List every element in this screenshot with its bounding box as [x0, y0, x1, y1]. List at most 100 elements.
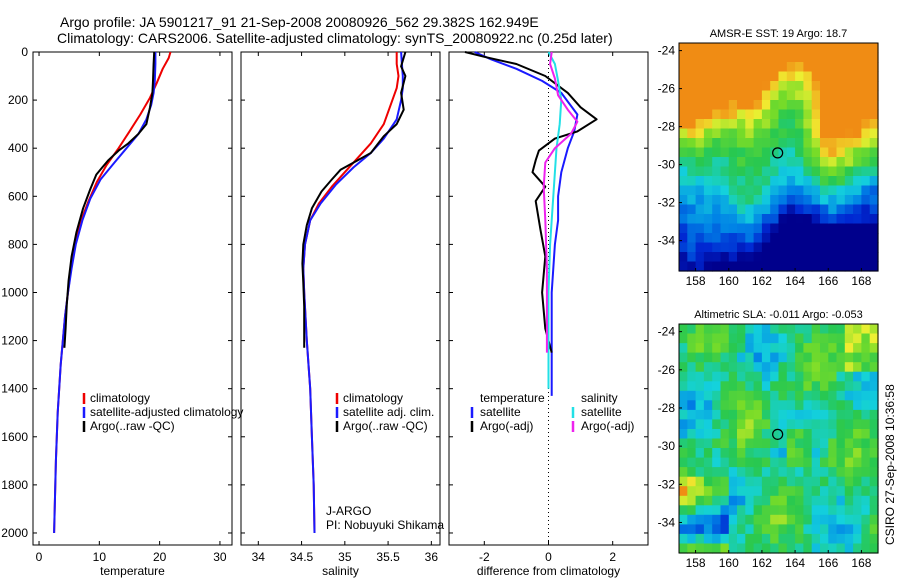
sla-map-cell [828, 333, 838, 344]
sst-map-cell [770, 128, 780, 139]
sla-map-cell [869, 524, 879, 535]
sla-map-cell [869, 409, 879, 420]
sst-map-cell [811, 128, 821, 139]
sla-map-cell [703, 390, 713, 401]
sst-map-cell [737, 138, 746, 149]
sla-map-cell [844, 533, 854, 544]
sst-map-cell [712, 185, 722, 196]
sst-map-cell [828, 119, 838, 130]
sst-map-cell [770, 185, 780, 196]
sst-map-cell [869, 176, 879, 187]
sst-map-cell [803, 261, 813, 272]
sst-map-cell [786, 252, 796, 263]
sst-map-cell [745, 62, 755, 73]
sst-map-cell [745, 128, 755, 139]
sla-map-cell [728, 486, 738, 497]
sst-map-cell [795, 119, 804, 130]
sst-map-cell [803, 185, 813, 196]
sla-map-cell [811, 352, 821, 363]
sst-map-cell [687, 195, 697, 206]
sst-map-ytick-label: -32 [658, 196, 676, 210]
sst-map-cell [761, 204, 771, 215]
sst-map-cell [770, 90, 780, 101]
sla-map-cell [703, 457, 713, 468]
sst-map-cell [761, 223, 771, 234]
sst-map-cell [720, 252, 730, 263]
sla-map-cell [761, 524, 771, 535]
sst-map-cell [720, 233, 730, 244]
sst-map-cell [820, 43, 829, 54]
sst-map-cell [703, 71, 713, 82]
sst-map-cell [828, 138, 838, 149]
sst-map-cell [861, 90, 871, 101]
sst-map-cell [753, 223, 763, 234]
sla-map-cell [861, 524, 871, 535]
sst-map-cell [737, 214, 746, 225]
sla-map-cell [853, 409, 862, 420]
sst-map-cell [803, 176, 813, 187]
sst-map-cell [836, 261, 846, 272]
sla-map-cell [836, 429, 846, 440]
depth-tick-label: 800 [8, 237, 28, 251]
sla-map-cell [695, 352, 705, 363]
sst-map-cell [786, 204, 796, 215]
sst-map-cell [820, 128, 829, 139]
sst-map-cell [803, 204, 813, 215]
sla-map-cell [778, 543, 788, 554]
sst-map-cell [778, 233, 788, 244]
sla-map-cell [795, 390, 804, 401]
sla-map-cell [836, 419, 846, 430]
salinity-xlabel: salinity [322, 564, 359, 578]
sst-map-cell [679, 157, 688, 168]
sst-map-cell [679, 233, 688, 244]
sst-map-cell [853, 52, 862, 63]
sla-map-cell [828, 324, 838, 335]
sla-map-cell [745, 533, 755, 544]
sst-map-cell [869, 223, 879, 234]
sla-map-cell [687, 495, 697, 506]
sla-map-cell [828, 476, 838, 487]
sla-map-cell [811, 324, 821, 335]
sla-map-cell [720, 352, 730, 363]
sla-map-cell [811, 486, 821, 497]
sst-map-cell [728, 147, 738, 158]
sst-map-cell [786, 62, 796, 73]
sla-map-cell [836, 381, 846, 392]
sla-map-cell [728, 324, 738, 335]
sla-map-cell [761, 448, 771, 459]
sla-map-cell [820, 381, 829, 392]
sst-map-cell [761, 81, 771, 92]
sla-map-cell [728, 505, 738, 516]
sst-map-cell [761, 52, 771, 63]
sst-map-cell [844, 90, 854, 101]
sst-map-cell [761, 195, 771, 206]
sst-map-cell [737, 185, 746, 196]
sst-map-cell [761, 128, 771, 139]
sst-map-cell [695, 90, 705, 101]
sla-map-cell [753, 429, 763, 440]
sla-map-cell [803, 409, 813, 420]
sst-map-cell [679, 261, 688, 272]
sla-map-cell [811, 343, 821, 354]
sst-map-cell [811, 252, 821, 263]
sst-map-cell [861, 109, 871, 120]
sla-map-cell [811, 333, 821, 344]
sla-map-cell [836, 362, 846, 373]
sst-map-cell [703, 185, 713, 196]
sla-map-cell [786, 543, 796, 554]
sla-map-cell [770, 514, 780, 525]
sst-map-cell [712, 52, 722, 63]
sla-map-cell [737, 533, 746, 544]
sst-map-cell [753, 176, 763, 187]
sla-map-cell [737, 524, 746, 535]
sla-map-cell [778, 409, 788, 420]
sla-map-cell [861, 371, 871, 382]
sla-map-cell [828, 352, 838, 363]
sst-map-cell [761, 109, 771, 120]
difference-series-0 [474, 51, 579, 396]
sla-map-cell [703, 400, 713, 411]
sst-map-xtick-label: 158 [686, 274, 706, 288]
sst-map-cell [712, 214, 722, 225]
sst-map-cell [861, 71, 871, 82]
sst-map-xtick-label: 160 [719, 274, 739, 288]
